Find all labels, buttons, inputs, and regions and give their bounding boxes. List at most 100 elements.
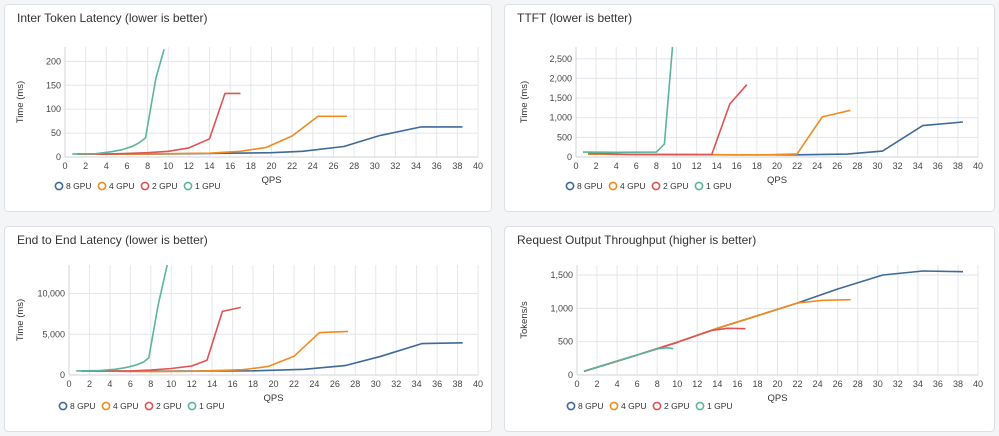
series-line-1-gpu [76, 264, 168, 372]
legend-marker [651, 181, 661, 191]
chart-title: Inter Token Latency (lower is better) [17, 11, 208, 25]
legend-marker [565, 181, 575, 191]
y-tick-label: 100 [46, 104, 61, 114]
legend-marker [54, 181, 64, 191]
x-tick-label: 24 [309, 379, 319, 389]
x-tick-label: 8 [148, 379, 153, 389]
series-line-2-gpu [588, 84, 748, 156]
y-tick-label: 5,000 [42, 329, 65, 339]
x-tick-label: 0 [574, 379, 579, 389]
x-tick-label: 14 [207, 379, 217, 389]
legend-label: 2 GPU [152, 181, 178, 191]
x-tick-label: 18 [246, 161, 256, 171]
legend-label: 1 GPU [199, 401, 225, 411]
x-tick-label: 26 [833, 379, 843, 389]
x-tick-label: 10 [163, 161, 173, 171]
y-tick-label: 200 [46, 56, 61, 66]
legend-marker [183, 181, 193, 191]
x-axis-label: QPS [767, 175, 787, 186]
x-tick-label: 30 [370, 161, 380, 171]
x-tick-label: 12 [187, 379, 197, 389]
series-line-2-gpu [583, 327, 746, 373]
x-tick-label: 34 [913, 379, 923, 389]
legend-label: 1 GPU [195, 181, 221, 191]
y-tick-label: 2,000 [549, 73, 572, 83]
x-tick-label: 26 [328, 161, 338, 171]
series-line-4-gpu [81, 330, 349, 373]
x-tick-label: 0 [573, 161, 578, 171]
chart-svg: 0 2 4 6 8 10 12 14 16 18 20 22 24 26 28 30 32 34 36 38 40050… [15, 47, 483, 191]
legend-label: 4 GPU [113, 401, 139, 411]
legend-label: 1 GPU [707, 401, 733, 411]
series-line-1-gpu [583, 346, 674, 373]
chart-title: TTFT (lower is better) [517, 11, 633, 25]
y-axis-label: Time (ms) [15, 81, 26, 123]
x-tick-label: 0 [66, 379, 71, 389]
x-tick-label: 36 [933, 379, 943, 389]
x-tick-label: 22 [289, 379, 299, 389]
legend-marker [695, 401, 705, 411]
x-tick-label: 6 [128, 379, 133, 389]
chart-title: Request Output Throughput (higher is bet… [517, 233, 757, 247]
x-tick-label: 40 [473, 161, 483, 171]
y-tick-label: 10,000 [37, 289, 65, 299]
x-tick-label: 16 [225, 161, 235, 171]
y-tick-label: 500 [558, 337, 573, 347]
x-tick-label: 38 [953, 379, 963, 389]
x-tick-label: 4 [107, 379, 112, 389]
y-tick-label: 2,500 [549, 54, 572, 64]
chart-svg: 0 2 4 6 8 10 12 14 16 18 20 22 24 26 28 30 32 34 36 38 4005,… [15, 264, 483, 411]
x-tick-label: 16 [732, 161, 742, 171]
x-tick-label: 2 [595, 379, 600, 389]
chart-svg: 0 2 4 6 8 10 12 14 16 18 20 22 24 26 28 30 32 34 36 38 40050… [519, 265, 983, 411]
y-axis-label: Time (ms) [15, 299, 26, 341]
chart-panel-ttft: TTFT (lower is better) 0 2 4 6 8 10 12 14 16 18 20… [504, 4, 995, 212]
x-tick-label: 40 [973, 161, 983, 171]
series-line-4-gpu [77, 115, 347, 155]
x-tick-label: 4 [614, 161, 619, 171]
y-tick-label: 1,000 [550, 303, 573, 313]
x-tick-label: 22 [793, 379, 803, 389]
x-tick-label: 10 [166, 379, 176, 389]
x-tick-label: 2 [83, 161, 88, 171]
series-line-8-gpu [588, 121, 963, 156]
series-line-1-gpu [582, 46, 674, 154]
x-tick-label: 20 [266, 161, 276, 171]
y-axis-label: Tokens/s [519, 301, 530, 339]
x-tick-label: 22 [287, 161, 297, 171]
x-axis-label: QPS [263, 393, 283, 404]
legend-label: 8 GPU [70, 401, 96, 411]
y-axis-label: Time (ms) [519, 81, 530, 123]
x-tick-label: 28 [349, 161, 359, 171]
x-tick-label: 38 [453, 379, 463, 389]
series-line-8-gpu [77, 126, 463, 155]
chart-title: End to End Latency (lower is better) [17, 233, 208, 247]
legend-marker [566, 401, 576, 411]
legend-marker [609, 401, 619, 411]
legend-marker [97, 181, 107, 191]
x-tick-label: 6 [635, 379, 640, 389]
x-tick-label: 28 [853, 379, 863, 389]
x-tick-label: 38 [452, 161, 462, 171]
x-tick-label: 36 [933, 161, 943, 171]
x-tick-label: 24 [308, 161, 318, 171]
legend-marker [652, 401, 662, 411]
y-tick-label: 150 [46, 80, 61, 90]
x-tick-label: 34 [913, 161, 923, 171]
x-tick-label: 40 [973, 379, 983, 389]
legend-label: 4 GPU [621, 401, 647, 411]
legend-label: 2 GPU [664, 401, 690, 411]
x-tick-label: 38 [953, 161, 963, 171]
x-tick-label: 32 [390, 161, 400, 171]
y-tick-label: 0 [568, 370, 573, 380]
x-tick-label: 0 [62, 161, 67, 171]
x-tick-label: 2 [87, 379, 92, 389]
x-tick-label: 10 [672, 379, 682, 389]
x-tick-label: 4 [104, 161, 109, 171]
x-tick-label: 36 [432, 161, 442, 171]
x-tick-label: 18 [752, 161, 762, 171]
x-tick-label: 40 [473, 379, 483, 389]
y-tick-label: 0 [567, 152, 572, 162]
y-tick-label: 1,000 [549, 113, 572, 123]
